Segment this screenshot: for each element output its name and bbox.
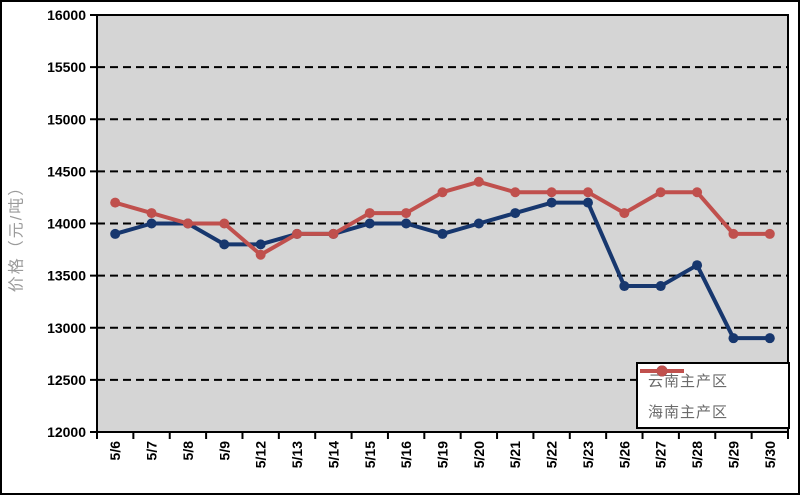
data-point — [582, 187, 593, 198]
x-tick-label: 5/22 — [544, 441, 560, 468]
y-tick-label: 15000 — [47, 111, 86, 127]
data-point — [110, 228, 121, 239]
x-tick-label: 5/12 — [253, 441, 269, 468]
x-tick-label: 5/28 — [689, 441, 705, 468]
data-point — [110, 197, 121, 208]
data-point — [655, 281, 666, 292]
data-point — [764, 333, 775, 344]
legend-item-hainan: 海南主产区 — [638, 365, 788, 426]
x-tick-label: 5/13 — [289, 441, 305, 468]
data-point — [510, 208, 521, 219]
y-tick-label: 12000 — [47, 424, 86, 440]
data-point — [255, 239, 266, 250]
x-tick-label: 5/26 — [616, 441, 632, 468]
data-point — [364, 218, 375, 229]
data-point — [255, 249, 266, 260]
data-point — [437, 187, 448, 198]
x-tick-label: 5/19 — [435, 441, 451, 468]
y-tick-label: 16000 — [47, 7, 86, 23]
data-point — [655, 187, 666, 198]
data-point — [328, 228, 339, 239]
data-point — [764, 228, 775, 239]
data-point — [182, 218, 193, 229]
data-point — [219, 218, 230, 229]
data-point — [364, 208, 375, 219]
data-point — [437, 228, 448, 239]
data-point — [146, 218, 157, 229]
y-tick-label: 13500 — [47, 268, 86, 284]
data-point — [728, 228, 739, 239]
x-tick-label: 5/6 — [107, 441, 123, 461]
data-point — [401, 218, 412, 229]
y-tick-label: 13000 — [47, 320, 86, 336]
data-point — [546, 187, 557, 198]
data-point — [619, 281, 630, 292]
data-point — [692, 187, 703, 198]
x-tick-label: 5/23 — [580, 441, 596, 468]
x-tick-label: 5/27 — [653, 441, 669, 468]
x-tick-label: 5/14 — [325, 441, 341, 468]
y-axis-title: 价格（元/吨） — [8, 177, 26, 293]
y-tick-label: 14000 — [47, 216, 86, 232]
data-point — [619, 208, 630, 219]
x-tick-label: 5/30 — [762, 441, 778, 468]
hainan-series-marker-icon — [640, 365, 684, 377]
x-tick-label: 5/20 — [471, 441, 487, 468]
x-tick-label: 5/16 — [398, 441, 414, 468]
x-tick-label: 5/15 — [362, 441, 378, 468]
y-tick-label: 15500 — [47, 59, 86, 75]
data-point — [510, 187, 521, 198]
y-tick-label: 14500 — [47, 163, 86, 179]
data-point — [582, 197, 593, 208]
x-tick-label: 5/7 — [144, 441, 160, 461]
data-point — [692, 260, 703, 271]
x-tick-label: 5/9 — [216, 441, 232, 461]
data-point — [728, 333, 739, 344]
legend: 云南主产区 海南主产区 — [636, 362, 790, 429]
y-tick-label: 12500 — [47, 372, 86, 388]
x-tick-label: 5/8 — [180, 441, 196, 461]
data-point — [473, 176, 484, 187]
data-point — [401, 208, 412, 219]
data-point — [473, 218, 484, 229]
x-tick-label: 5/29 — [725, 441, 741, 468]
data-point — [219, 239, 230, 250]
data-point — [146, 208, 157, 219]
x-tick-label: 5/21 — [507, 441, 523, 468]
legend-item-label: 云南主产区 — [648, 372, 729, 390]
data-point — [546, 197, 557, 208]
legend-item-label: 海南主产区 — [648, 403, 729, 421]
data-point — [292, 228, 303, 239]
